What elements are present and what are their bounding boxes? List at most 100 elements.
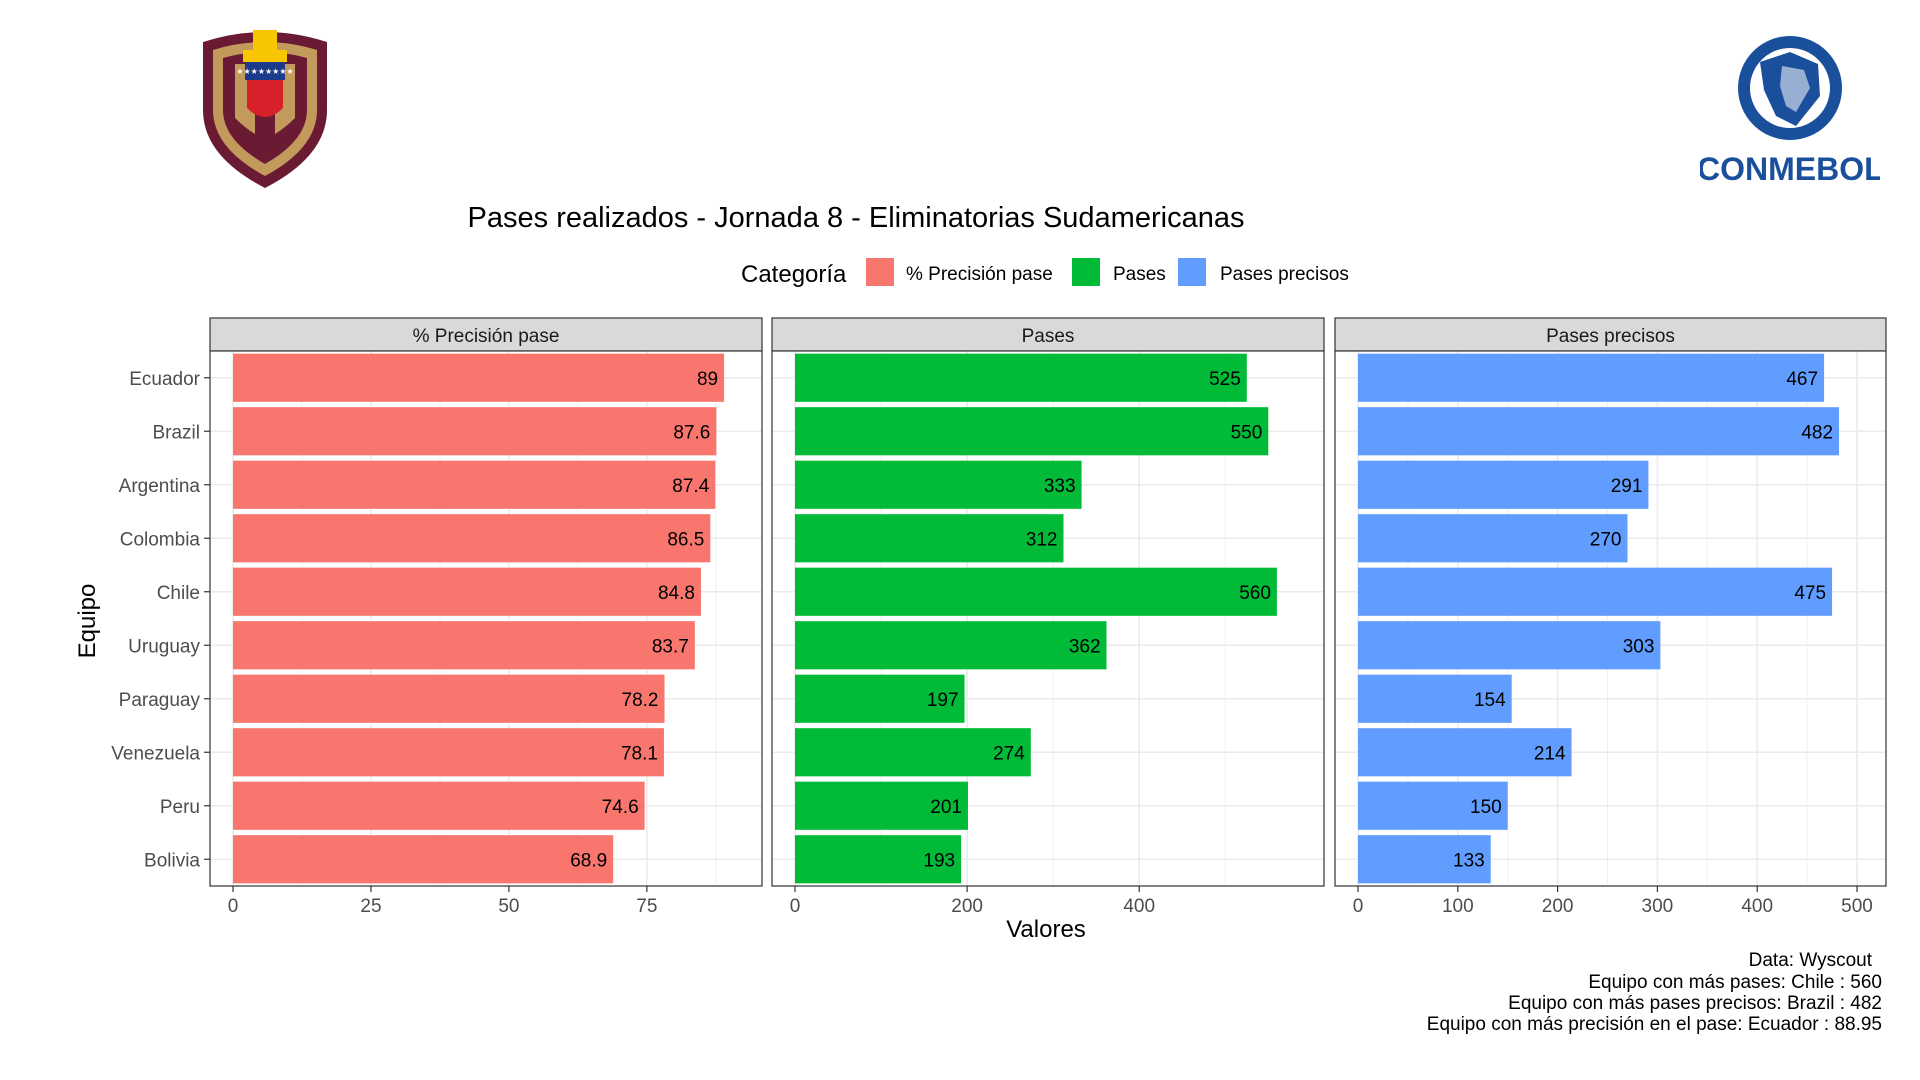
x-tick-label: 0	[228, 896, 239, 917]
bar	[233, 728, 664, 777]
bar	[1358, 728, 1572, 777]
bar-value-label: 133	[1453, 850, 1485, 871]
x-tick-label: 200	[1542, 896, 1574, 917]
x-tick-label: 500	[1841, 896, 1873, 917]
y-tick-label: Chile	[157, 583, 200, 604]
bar-value-label: 270	[1590, 529, 1622, 550]
bar	[795, 460, 1082, 509]
bar	[233, 460, 716, 509]
facet-strip-label: Pases precisos	[1546, 326, 1675, 347]
facet-panel: Pases 525 550 333 312 560 362 197 274 201 193 0 200 4…	[771, 317, 1325, 917]
bar-value-label: 201	[930, 797, 962, 818]
bar	[795, 514, 1064, 563]
bar-value-label: 86.5	[667, 529, 704, 550]
x-tick-label: 200	[951, 896, 983, 917]
facet-panel: % Precisión pase 89 87.6 87.4 86.5 84.8 83.7 78…	[209, 317, 763, 917]
bar-value-label: 89	[697, 369, 718, 390]
x-tick-label: 75	[636, 896, 657, 917]
bar-value-label: 197	[927, 690, 959, 711]
bar	[233, 674, 665, 723]
facet-strip-label: Pases	[1022, 326, 1075, 347]
bar	[1358, 407, 1840, 456]
x-tick-label: 50	[498, 896, 519, 917]
bar-value-label: 467	[1786, 369, 1818, 390]
bar	[1358, 514, 1628, 563]
x-tick-label: 400	[1741, 896, 1773, 917]
legend-swatch-pases-precisos	[1178, 258, 1206, 286]
bar	[233, 407, 717, 456]
bar-value-label: 78.1	[621, 743, 658, 764]
legend-swatch-pases	[1072, 258, 1100, 286]
bar	[233, 353, 725, 402]
bar-value-label: 274	[993, 743, 1025, 764]
caption-line: Data: Wyscout	[1749, 950, 1873, 971]
x-tick-label: 0	[1353, 896, 1364, 917]
bar-value-label: 303	[1623, 636, 1655, 657]
bar	[1358, 621, 1661, 670]
bar	[795, 728, 1031, 777]
y-tick-label: Venezuela	[111, 743, 200, 764]
bar-value-label: 74.6	[602, 797, 639, 818]
bar-value-label: 333	[1044, 476, 1076, 497]
legend: Categoría % Precisión pase Pases Pases p…	[741, 258, 1349, 288]
bar	[795, 674, 965, 723]
panel-border	[209, 350, 763, 887]
legend-label-pases-precisos: Pases precisos	[1220, 264, 1349, 285]
y-tick-label: Brazil	[152, 422, 200, 443]
bar	[795, 835, 962, 884]
legend-swatch-precision	[866, 258, 894, 286]
bar	[233, 567, 701, 616]
vff-crest-logo: ★★★★★★★★	[203, 30, 327, 188]
svg-text:★★★★★★★★: ★★★★★★★★	[236, 67, 293, 76]
x-tick-label: 400	[1123, 896, 1155, 917]
bar-value-label: 78.2	[622, 690, 659, 711]
bar	[795, 621, 1107, 670]
y-tick-label: Uruguay	[128, 636, 200, 657]
bar-value-label: 87.6	[673, 422, 710, 443]
facet-strip	[771, 317, 1325, 352]
bar	[795, 567, 1277, 616]
bar	[1358, 835, 1491, 884]
panel-border	[771, 350, 1325, 887]
bar-value-label: 550	[1231, 422, 1263, 443]
bar	[1358, 460, 1649, 509]
bar-value-label: 68.9	[570, 850, 607, 871]
bar	[1358, 353, 1825, 402]
facet-strip-label: % Precisión pase	[413, 326, 560, 347]
conmebol-logo: - CONMEBOL -	[1700, 36, 1880, 187]
legend-title: Categoría	[741, 261, 847, 288]
bar	[795, 353, 1247, 402]
caption-line: Equipo con más pases: Chile : 560	[1588, 972, 1882, 993]
bar-value-label: 362	[1069, 636, 1101, 657]
bar-value-label: 291	[1611, 476, 1643, 497]
facet-strip	[1334, 317, 1887, 352]
bar-value-label: 312	[1026, 529, 1058, 550]
y-tick-label: Peru	[160, 797, 200, 818]
facet-panel: Pases precisos 467 482 291 270 475 303 154 214 15…	[1334, 317, 1887, 917]
bar-value-label: 83.7	[652, 636, 689, 657]
bar-value-label: 475	[1794, 583, 1826, 604]
bar	[233, 514, 711, 563]
legend-label-precision: % Precisión pase	[906, 264, 1053, 285]
y-tick-label: Colombia	[120, 529, 201, 550]
bar	[233, 621, 695, 670]
chart-title: Pases realizados - Jornada 8 - Eliminato…	[468, 202, 1245, 234]
x-tick-label: 100	[1442, 896, 1474, 917]
bar-value-label: 154	[1474, 690, 1506, 711]
bar-value-label: 193	[923, 850, 955, 871]
x-axis-label: Valores	[1006, 916, 1086, 943]
bar-value-label: 87.4	[672, 476, 709, 497]
bar-value-label: 525	[1209, 369, 1241, 390]
bar-value-label: 560	[1239, 583, 1271, 604]
bar-value-label: 150	[1470, 797, 1502, 818]
bar	[795, 781, 968, 830]
y-tick-label: Ecuador	[129, 369, 200, 390]
y-axis-label: Equipo	[74, 584, 101, 659]
bar	[1358, 674, 1512, 723]
caption-line: Equipo con más pases precisos: Brazil : …	[1508, 993, 1882, 1014]
bar-value-label: 84.8	[658, 583, 695, 604]
x-tick-label: 0	[790, 896, 801, 917]
bar	[233, 781, 645, 830]
x-tick-label: 25	[360, 896, 381, 917]
